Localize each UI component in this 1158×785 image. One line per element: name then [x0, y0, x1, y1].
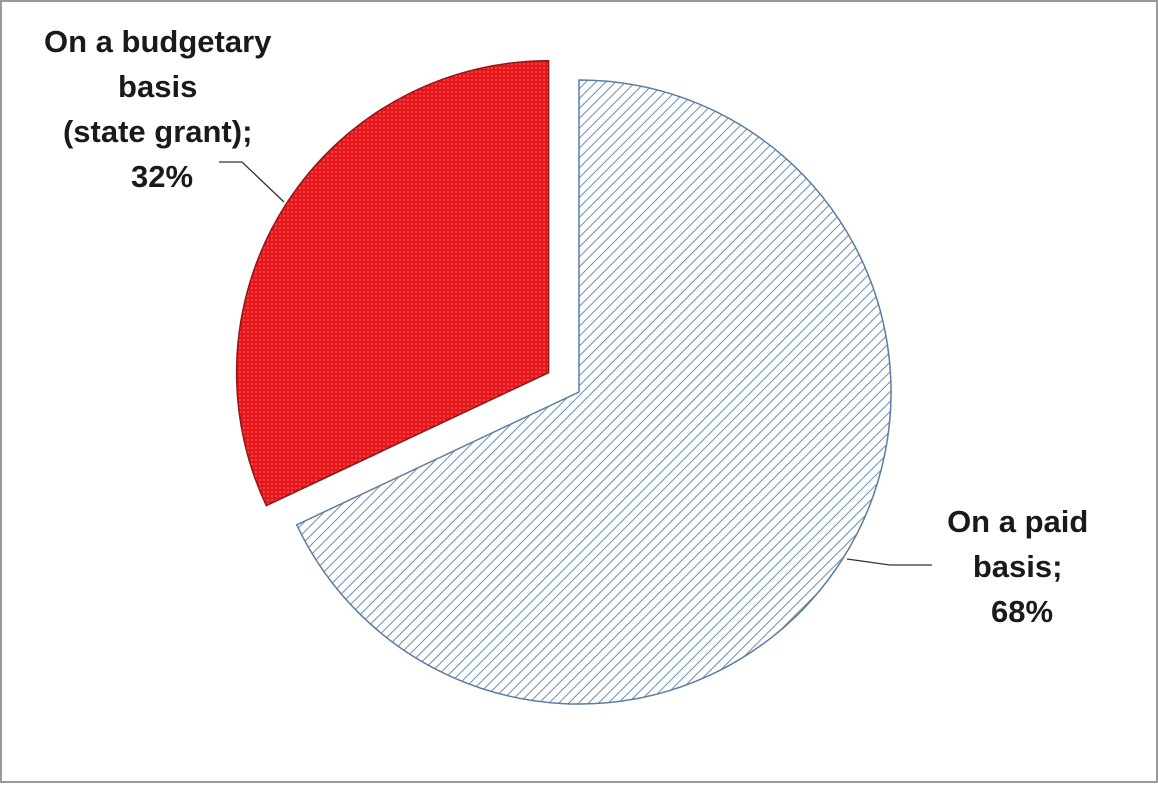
data-label-paid: On a paid basis; 68%	[947, 504, 1097, 629]
leader-line-budgetary	[219, 161, 285, 203]
data-label-budgetary-line: (state grant);	[63, 114, 252, 149]
data-label-budgetary-line: 32%	[131, 159, 193, 194]
data-label-budgetary-line: basis	[118, 69, 197, 104]
data-label-budgetary: On a budgetary basis (state grant); 32%	[44, 24, 280, 194]
data-label-paid-line: 68%	[991, 594, 1053, 629]
leader-line-paid	[846, 558, 932, 566]
data-label-paid-line: On a paid	[947, 504, 1088, 539]
data-label-budgetary-line: On a budgetary	[44, 24, 272, 59]
data-label-paid-line: basis;	[973, 549, 1063, 584]
pie-slice-paid	[295, 79, 892, 705]
pie-slice-budgetary	[235, 59, 550, 507]
